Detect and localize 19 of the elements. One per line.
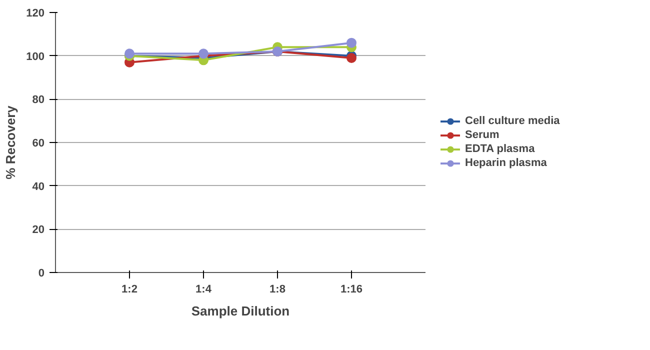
point bbox=[346, 53, 356, 63]
y-tick-label: 100 bbox=[26, 50, 45, 63]
x-tick-label: 1:2 bbox=[122, 284, 138, 296]
y-axis-title: % Recovery bbox=[3, 104, 18, 180]
legend-label: EDTA plasma bbox=[465, 142, 535, 156]
legend-label: Serum bbox=[465, 128, 500, 142]
y-tick-label: 0 bbox=[38, 268, 45, 280]
y-tick-label: 120 bbox=[26, 8, 45, 20]
x-tick-label: 1:8 bbox=[270, 284, 286, 296]
y-tick-label: 80 bbox=[32, 94, 45, 106]
legend-label: Heparin plasma bbox=[465, 156, 547, 170]
y-tick-label: 40 bbox=[32, 180, 45, 193]
y-tick-label: 60 bbox=[32, 138, 45, 150]
x-tick-label: 1:16 bbox=[340, 284, 363, 296]
legend-label: Cell culture media bbox=[465, 114, 560, 128]
x-axis-title: Sample Dilution bbox=[191, 304, 290, 318]
x-tick-label: 1:4 bbox=[196, 284, 212, 296]
y-tick-label: 20 bbox=[32, 224, 45, 236]
point bbox=[346, 38, 356, 48]
